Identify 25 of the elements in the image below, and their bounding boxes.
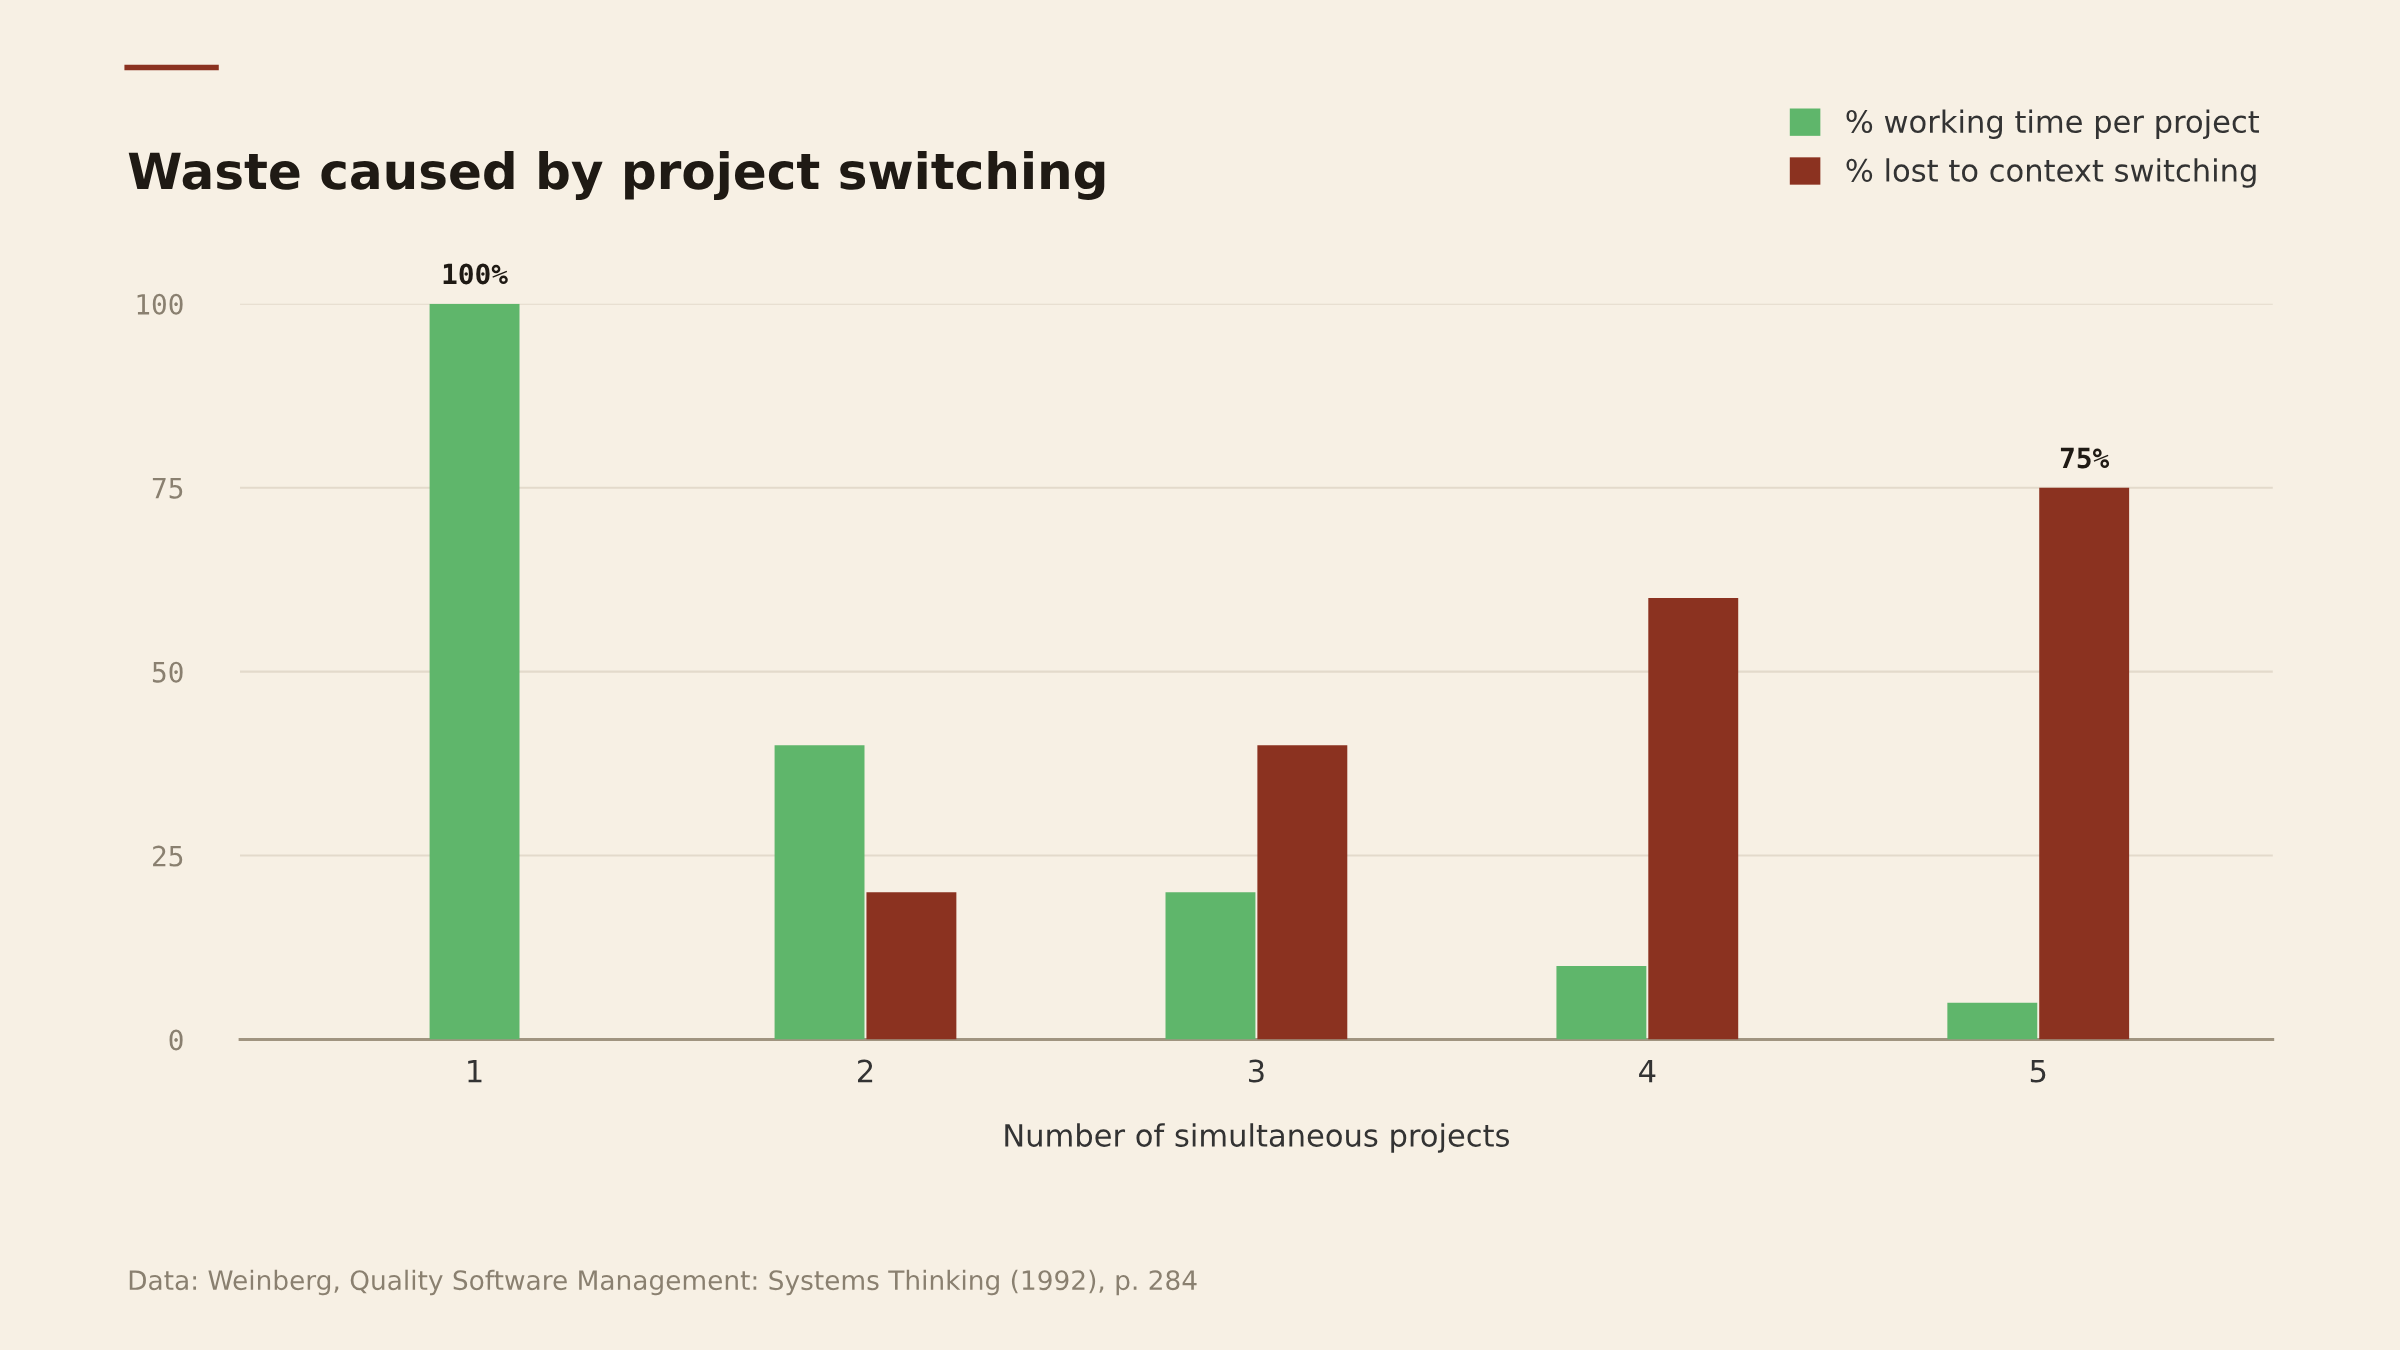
text: Data: Weinberg, Quality Software Management: Systems Thinking (1992), p. 284	[129, 1269, 1197, 1296]
y-tick-label: 50	[152, 661, 183, 683]
bar	[1257, 745, 1348, 1040]
data-label: 75%	[2060, 447, 2110, 469]
bar	[1648, 598, 1739, 1040]
data-label: 100%	[443, 263, 508, 285]
x-axis-title: Number of simultaneous projects	[1005, 1123, 1509, 1153]
legend-label: % lost to context switching	[1846, 158, 2256, 188]
x-tick-label: 3	[1249, 1059, 1264, 1083]
x-tick-label: 2	[858, 1059, 873, 1083]
y-tick-label: 25	[153, 845, 183, 867]
bar	[1556, 965, 1647, 1040]
bar	[2039, 487, 2130, 1040]
chart-title: Waste caused by project switching	[128, 151, 1105, 200]
y-tick-label: 0	[169, 1029, 183, 1051]
x-tick-label: 4	[1639, 1059, 1656, 1083]
bar	[1947, 1002, 2038, 1040]
legend-label: % working time per project	[1846, 109, 2259, 139]
bar	[866, 892, 957, 1040]
bar	[774, 745, 865, 1040]
x-tick-label: 1	[468, 1059, 482, 1083]
y-tick-label: 75	[152, 478, 183, 499]
x-tick-label: 5	[2030, 1059, 2046, 1083]
bar	[1165, 892, 1256, 1040]
y-tick-label: 100	[137, 293, 183, 315]
